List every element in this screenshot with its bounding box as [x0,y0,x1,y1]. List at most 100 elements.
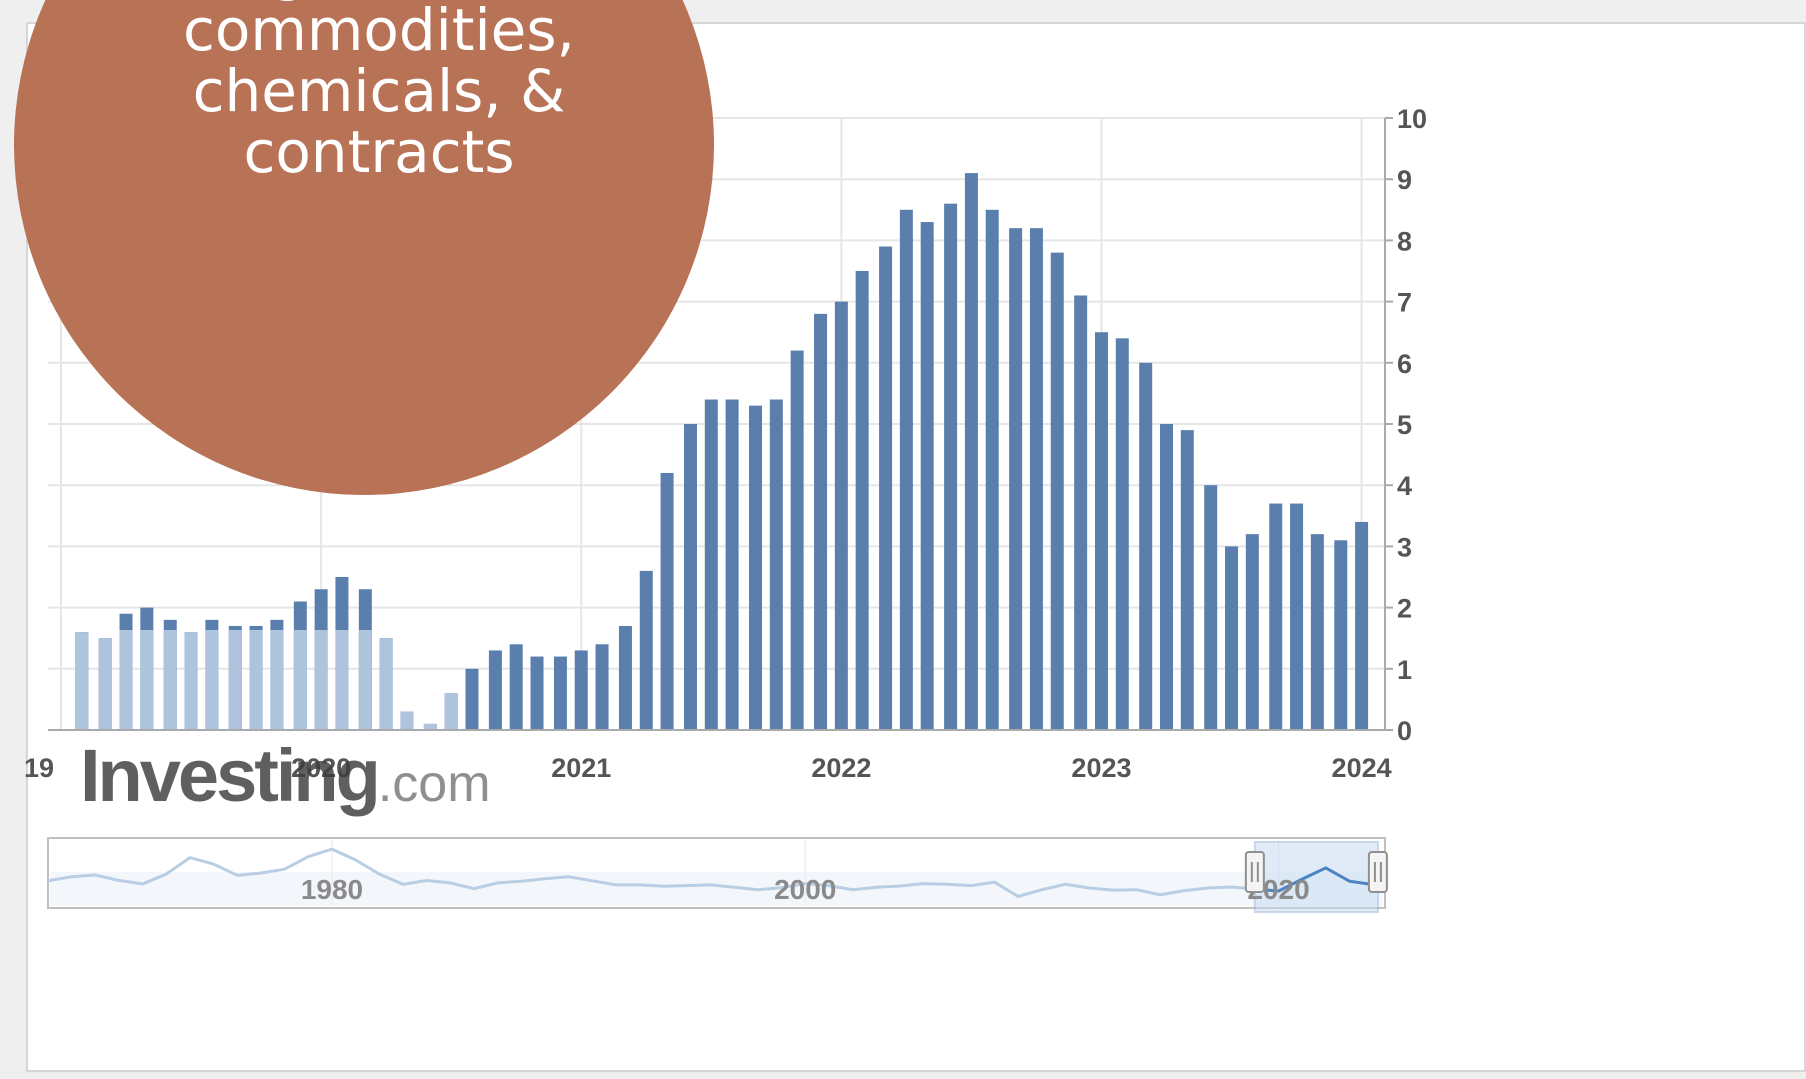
navigator-selection[interactable] [1253,841,1379,913]
bar-group[interactable] [509,644,523,730]
bar[interactable] [899,209,913,731]
bar-group[interactable] [749,405,763,730]
bar[interactable] [704,399,718,730]
bar[interactable] [553,656,567,730]
bar-group[interactable] [465,668,479,730]
bar-group[interactable] [249,625,263,730]
bar[interactable] [725,399,739,730]
bar[interactable] [1009,228,1023,730]
bar[interactable] [964,173,978,730]
bar[interactable] [814,313,828,730]
bar-group[interactable] [834,301,848,730]
bar[interactable] [834,301,848,730]
bar[interactable] [1029,228,1043,730]
bar-group[interactable] [814,313,828,730]
bar[interactable] [618,625,632,730]
bar-group[interactable] [379,638,393,730]
bar-group[interactable] [1180,430,1194,730]
bar-group[interactable] [98,638,112,730]
bar-group[interactable] [920,222,934,731]
bar[interactable] [1204,485,1218,730]
bar[interactable] [1094,332,1108,730]
bar-group[interactable] [1245,534,1259,730]
bar-group[interactable] [1139,362,1153,730]
bar-group[interactable] [1290,503,1304,730]
bar[interactable] [465,668,479,730]
bar-group[interactable] [944,203,958,730]
bar-group[interactable] [205,619,219,730]
bar-group[interactable] [660,472,674,730]
bar-group[interactable] [444,693,458,730]
bar-group[interactable] [704,399,718,730]
bar[interactable] [1310,534,1324,730]
bar[interactable] [985,209,999,731]
bar-group[interactable] [595,644,609,730]
bar[interactable] [595,644,609,730]
bar-group[interactable] [270,619,284,730]
bar-group[interactable] [1225,546,1239,730]
bar[interactable] [1115,338,1129,730]
bar-group[interactable] [1094,332,1108,730]
bar-group[interactable] [769,399,783,730]
bar-group[interactable] [1115,338,1129,730]
bar-group[interactable] [1029,228,1043,730]
bar-group[interactable] [314,589,328,730]
bar-group[interactable] [639,570,653,730]
bar[interactable] [683,424,697,730]
bar[interactable] [749,405,763,730]
bar[interactable] [879,246,893,730]
bar[interactable] [1074,295,1088,730]
bar-group[interactable] [574,650,588,730]
bar-group[interactable] [1355,521,1369,730]
bar[interactable] [1160,424,1174,730]
bar[interactable] [488,650,502,730]
handle-grip-icon[interactable] [1367,851,1388,893]
navigator-handle-left[interactable] [1244,851,1265,893]
bar-group[interactable] [683,424,697,730]
bar[interactable] [1180,430,1194,730]
bar-group[interactable] [530,656,544,730]
bar[interactable] [790,350,804,730]
bar-group[interactable] [119,613,133,730]
bar[interactable] [509,644,523,730]
bar-group[interactable] [75,632,89,730]
handle-grip-icon[interactable] [1244,851,1265,893]
bar-group[interactable] [879,246,893,730]
bar-group[interactable] [985,209,999,731]
bar-group[interactable] [725,399,739,730]
bar[interactable] [855,271,869,730]
bar-group[interactable] [488,650,502,730]
bar[interactable] [1225,546,1239,730]
bar[interactable] [1245,534,1259,730]
bar[interactable] [639,570,653,730]
bar[interactable] [1269,503,1283,730]
bar-group[interactable] [1009,228,1023,730]
bar-group[interactable] [140,607,154,730]
bar-group[interactable] [1204,485,1218,730]
bar-group[interactable] [335,577,349,730]
bar-group[interactable] [423,723,437,730]
bar-group[interactable] [618,625,632,730]
bar-group[interactable] [184,632,198,730]
bar-group[interactable] [964,173,978,730]
bar[interactable] [574,650,588,730]
bar-group[interactable] [400,711,414,730]
bar-group[interactable] [293,601,307,730]
navigator-handle-right[interactable] [1367,851,1388,893]
bar-group[interactable] [1050,252,1064,730]
bar-group[interactable] [899,209,913,731]
bar-group[interactable] [855,271,869,730]
bar[interactable] [769,399,783,730]
bar-group[interactable] [1074,295,1088,730]
bar[interactable] [530,656,544,730]
bar-group[interactable] [1269,503,1283,730]
bar[interactable] [1355,521,1369,730]
bar[interactable] [944,203,958,730]
bar-group[interactable] [358,589,372,730]
bar-group[interactable] [553,656,567,730]
bar-group[interactable] [1160,424,1174,730]
bar[interactable] [1334,540,1348,730]
bar[interactable] [920,222,934,731]
bar-group[interactable] [1334,540,1348,730]
